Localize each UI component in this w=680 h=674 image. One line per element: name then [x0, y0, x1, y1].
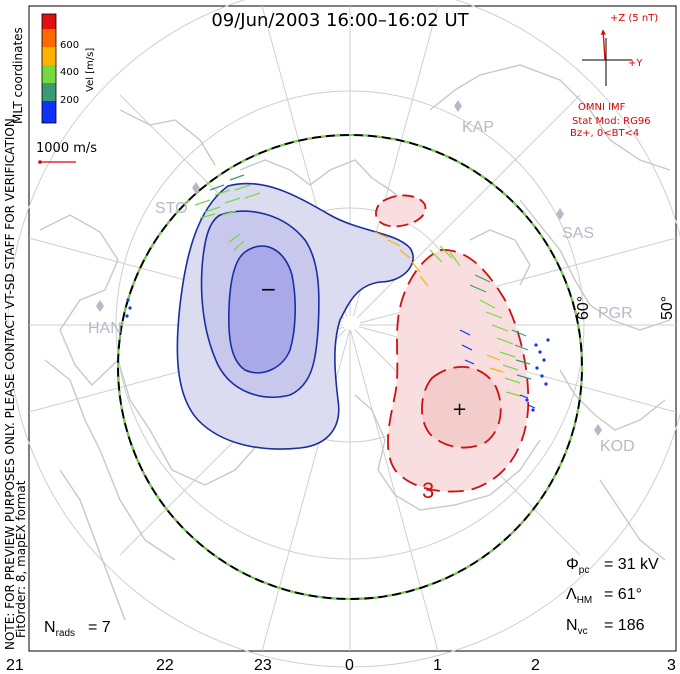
imf-z-label: +Z (5 nT) [610, 13, 658, 24]
imf-clock: +Z (5 nT) +Y OMNI IMF Stat Mod: RG96 Bz+… [570, 13, 658, 139]
station-sas: SAS [562, 225, 594, 242]
colorbar-tick-200: 200 [60, 95, 79, 106]
mlt-tick-22: 22 [156, 657, 174, 674]
stat-phi-symbol: Φpc [566, 556, 589, 576]
map-statistics: Φpc = 31 kV ΛHM = 61° Nvc = 186 Nrads = … [44, 556, 659, 639]
plot-frame [28, 5, 677, 652]
colorbar-label: Vel [m/s] [85, 48, 96, 92]
side-coord-label: MLT coordinates [11, 27, 25, 124]
map-title: 09/Jun/2003 16:00–16:02 UT [211, 10, 469, 31]
stat-phi-value: = 31 kV [604, 556, 659, 573]
preview-note: NOTE: FOR PREVIEW PURPOSES ONLY. PLEASE … [3, 114, 17, 650]
mlt-tick-0: 0 [345, 657, 354, 674]
stat-lambda-value: = 61° [604, 586, 642, 603]
station-marker-sto-icon [192, 182, 200, 194]
coastlines [39, 64, 671, 621]
mlt-tick-1: 1 [433, 657, 442, 674]
lat-label-60: 60° [575, 296, 592, 320]
imf-condition: Bz+, 0<BT<4 [570, 128, 639, 139]
mlt-axis: 21 22 23 0 1 2 3 [6, 657, 676, 674]
station-sto: STO [155, 200, 188, 217]
cell-minus-sign: − [260, 277, 277, 301]
station-marker-kap-icon [454, 100, 462, 112]
stat-nrads-value: = 7 [88, 619, 111, 636]
imf-y-label: +Y [628, 58, 643, 69]
imf-model: Stat Mod: RG96 [572, 116, 651, 127]
mlt-tick-21: 21 [6, 657, 24, 674]
stat-nvc-symbol: Nvc [566, 617, 588, 637]
imf-vector-arrow-icon [600, 29, 606, 61]
pole-marker [342, 316, 360, 330]
lat-label-50: 50° [659, 296, 676, 320]
scale-vector-label: 1000 m/s [36, 141, 97, 156]
radar-stations: STO KAP SAS HAN KOD PGR [88, 100, 635, 455]
colorbar-tick-600: 600 [60, 40, 79, 51]
station-pgr: PGR [598, 305, 633, 322]
colorbar-tick-400: 400 [60, 67, 79, 78]
imf-source: OMNI IMF [578, 102, 626, 113]
station-marker-kod-icon [594, 424, 602, 436]
mlt-tick-3: 3 [667, 657, 676, 674]
dawn-cell: + 3 [375, 194, 530, 503]
fit-order-note: FitOrder: 8, mapEX format [14, 480, 28, 638]
station-marker-han-icon [96, 300, 104, 312]
stat-nvc-value: = 186 [604, 617, 645, 634]
station-han: HAN [88, 320, 122, 337]
scale-vector-origin [38, 160, 42, 164]
velocity-colorbar: 600 400 200 Vel [m/s] [41, 13, 96, 124]
mlt-tick-23: 23 [254, 657, 272, 674]
stat-nrads-symbol: Nrads [44, 619, 75, 639]
velocity-vectors [125, 174, 550, 412]
stat-lambda-symbol: ΛHM [566, 586, 592, 606]
station-kap: KAP [462, 119, 494, 136]
hm-boundary-dash [117, 134, 583, 600]
contour-label-three: 3 [422, 478, 434, 503]
cell-plus-sign: + [452, 399, 467, 420]
mlt-tick-2: 2 [531, 657, 540, 674]
dusk-cell: − [176, 182, 414, 450]
station-kod: KOD [600, 438, 635, 455]
station-marker-sas-icon [556, 208, 564, 220]
